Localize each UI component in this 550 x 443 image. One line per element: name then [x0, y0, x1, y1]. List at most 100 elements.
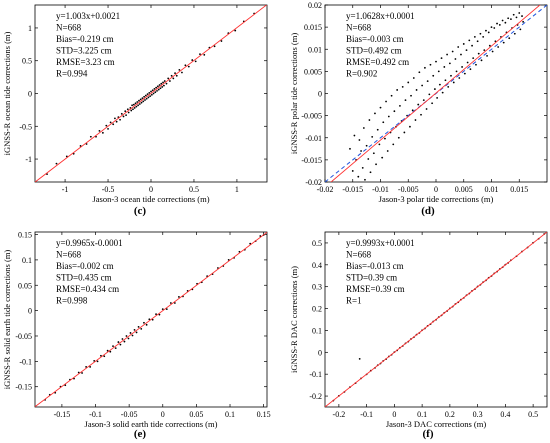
- x-axis-label: Jason-3 DAC corrections (m): [386, 419, 486, 429]
- y-tick-label: -0.02: [305, 178, 322, 187]
- data-point: [421, 84, 424, 87]
- data-point: [89, 135, 92, 138]
- x-axis-label: Jason-3 solid earth tide corrections (m): [85, 419, 218, 429]
- data-point: [412, 77, 415, 79]
- y-axis-label: iGNSS-R ocean tide corrections (m): [2, 31, 12, 155]
- data-point: [109, 121, 112, 124]
- y-tick-label: 0: [318, 348, 322, 357]
- data-point: [381, 156, 384, 159]
- fit-line: [35, 5, 267, 182]
- data-point: [109, 350, 112, 353]
- data-point: [125, 335, 128, 337]
- y-tick-label: 0: [28, 307, 32, 316]
- data-point: [428, 93, 431, 96]
- data-point: [178, 296, 180, 298]
- data-point: [132, 103, 135, 106]
- data-point: [497, 46, 500, 48]
- stats-line: y=1.0628x+0.0001: [346, 11, 415, 21]
- y-tick-label: -0.015: [301, 156, 322, 165]
- data-point: [422, 99, 425, 102]
- data-point: [490, 26, 493, 29]
- data-point: [148, 91, 151, 94]
- data-point: [385, 100, 387, 103]
- data-point: [187, 65, 190, 68]
- data-point: [365, 144, 368, 147]
- data-point: [451, 50, 454, 53]
- data-point: [132, 108, 134, 111]
- data-point: [393, 110, 396, 113]
- stats-line: N=668: [56, 250, 82, 260]
- x-tick-label: 0.5: [528, 410, 538, 419]
- data-point: [510, 18, 512, 21]
- data-point: [150, 90, 152, 93]
- data-point: [462, 43, 465, 45]
- data-point: [156, 85, 159, 88]
- data-point: [382, 121, 385, 124]
- data-point: [144, 99, 146, 101]
- data-point: [409, 125, 411, 128]
- data-point: [122, 115, 125, 118]
- data-point: [138, 103, 141, 105]
- data-point: [411, 109, 414, 112]
- data-point: [89, 366, 92, 368]
- data-point: [353, 134, 356, 137]
- x-tick-label: 0: [149, 185, 153, 194]
- data-point: [81, 372, 83, 374]
- x-tick-label: -1: [62, 185, 69, 194]
- data-point: [440, 57, 443, 59]
- x-tick-label: 0.05: [189, 410, 203, 419]
- x-axis-label: Jason-3 ocean tide corrections (m): [92, 194, 209, 204]
- x-tick-label: -0.05: [121, 410, 138, 419]
- x-tick-label: -0.005: [398, 185, 419, 194]
- x-tick-label: 0: [392, 410, 396, 419]
- data-point: [143, 95, 146, 98]
- data-point: [151, 318, 154, 321]
- y-tick-label: -0.1: [309, 370, 322, 379]
- data-point: [137, 104, 140, 107]
- data-point: [154, 91, 157, 94]
- data-point: [368, 119, 371, 121]
- data-point: [358, 357, 361, 360]
- data-point: [220, 40, 223, 42]
- data-point: [447, 85, 450, 88]
- stats-line: RMSE=0.434 cm: [56, 284, 119, 294]
- data-point: [466, 61, 469, 64]
- stats-line: Bias=-0.219 cm: [56, 34, 114, 44]
- data-point: [371, 135, 374, 138]
- data-point: [147, 96, 150, 99]
- stats-line: RMSE=0.39 cm: [346, 284, 405, 294]
- data-point: [55, 162, 58, 165]
- data-point: [133, 328, 136, 331]
- data-point: [384, 137, 386, 140]
- data-point: [461, 66, 463, 68]
- data-point: [410, 94, 412, 97]
- data-point: [472, 57, 475, 59]
- data-point: [169, 80, 171, 82]
- y-tick-label: 0: [28, 90, 32, 99]
- data-point: [126, 108, 129, 111]
- x-tick-label: -0.02: [317, 185, 334, 194]
- data-point: [458, 77, 461, 79]
- y-tick-label: 0.015: [304, 23, 322, 32]
- data-point: [435, 60, 437, 63]
- y-tick-label: 0.1: [312, 326, 322, 335]
- data-point: [174, 72, 176, 75]
- data-point: [429, 63, 432, 66]
- data-point: [135, 331, 138, 334]
- data-point: [139, 98, 142, 101]
- data-point: [426, 80, 429, 83]
- data-point: [479, 32, 482, 35]
- data-point: [512, 13, 515, 16]
- data-point: [351, 170, 354, 172]
- y-tick-label: -1: [25, 155, 32, 164]
- data-point: [477, 52, 480, 55]
- stats-line: Bias=-0.003 cm: [346, 34, 404, 44]
- data-point: [155, 313, 157, 316]
- data-point: [131, 334, 134, 337]
- data-point: [362, 127, 365, 129]
- data-point: [100, 354, 102, 357]
- y-axis-label: iGNSS-R solid earth tide corrections (m): [2, 250, 12, 390]
- stats-line: RMSE=3.23 cm: [56, 57, 115, 67]
- stats-line: R=0.998: [56, 296, 88, 306]
- data-point: [494, 40, 497, 43]
